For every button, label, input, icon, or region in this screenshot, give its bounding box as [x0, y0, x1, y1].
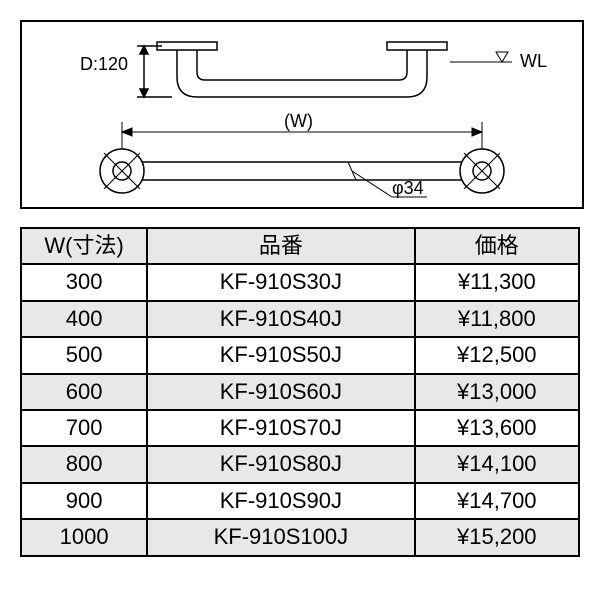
cell-w: 800	[21, 446, 147, 482]
cell-model: KF-910S40J	[147, 301, 414, 337]
d-label: D:120	[80, 54, 128, 74]
cell-w: 1000	[21, 519, 147, 555]
cell-model: KF-910S80J	[147, 446, 414, 482]
cell-w: 700	[21, 410, 147, 446]
cell-price: ¥11,800	[415, 301, 579, 337]
cell-price: ¥15,200	[415, 519, 579, 555]
cell-price: ¥14,100	[415, 446, 579, 482]
w-label: (W)	[284, 111, 313, 131]
table-row: 600KF-910S60J¥13,000	[21, 374, 579, 410]
cell-price: ¥14,700	[415, 483, 579, 519]
table-row: 300KF-910S30J¥11,300	[21, 264, 579, 300]
cell-price: ¥11,300	[415, 264, 579, 300]
cell-w: 400	[21, 301, 147, 337]
cell-price: ¥13,600	[415, 410, 579, 446]
header-model: 品番	[147, 228, 414, 264]
table-row: 500KF-910S50J¥12,500	[21, 337, 579, 373]
cell-w: 900	[21, 483, 147, 519]
table-row: 400KF-910S40J¥11,800	[21, 301, 579, 337]
cell-w: 500	[21, 337, 147, 373]
cell-w: 600	[21, 374, 147, 410]
cell-model: KF-910S70J	[147, 410, 414, 446]
table-row: 800KF-910S80J¥14,100	[21, 446, 579, 482]
technical-diagram: D:120 WL (W)	[20, 20, 584, 209]
table-row: 700KF-910S70J¥13,600	[21, 410, 579, 446]
wl-label: WL	[520, 51, 547, 71]
table-row: 1000KF-910S100J¥15,200	[21, 519, 579, 555]
table-header-row: W(寸法) 品番 価格	[21, 228, 579, 264]
cell-model: KF-910S30J	[147, 264, 414, 300]
phi-label: φ34	[392, 178, 424, 198]
cell-price: ¥13,000	[415, 374, 579, 410]
table-row: 900KF-910S90J¥14,700	[21, 483, 579, 519]
spec-table: W(寸法) 品番 価格 300KF-910S30J¥11,300400KF-91…	[20, 227, 580, 557]
header-w: W(寸法)	[21, 228, 147, 264]
cell-model: KF-910S60J	[147, 374, 414, 410]
cell-price: ¥12,500	[415, 337, 579, 373]
cell-model: KF-910S50J	[147, 337, 414, 373]
header-price: 価格	[415, 228, 579, 264]
cell-w: 300	[21, 264, 147, 300]
cell-model: KF-910S90J	[147, 483, 414, 519]
cell-model: KF-910S100J	[147, 519, 414, 555]
